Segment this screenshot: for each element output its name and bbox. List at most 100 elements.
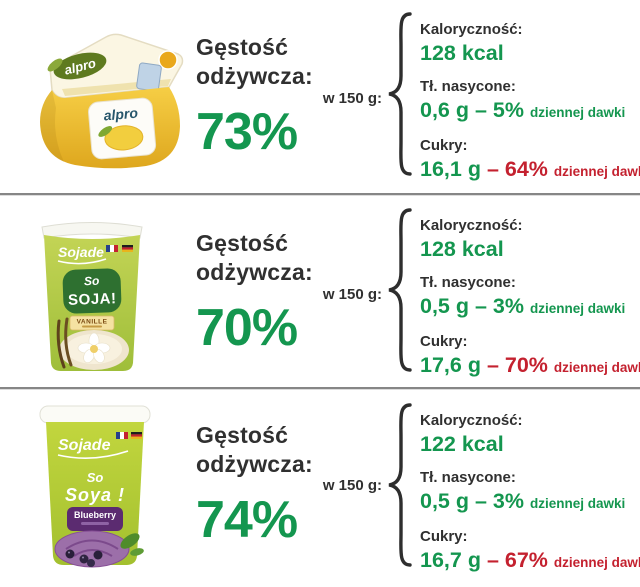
cup-lid [41,222,143,239]
leaf-icon [47,58,63,72]
so-text: So [87,470,104,485]
vanilla-bowl [56,317,129,370]
sugars-group: Cukry: 16,1 g – 64% dziennej dawki [420,137,640,184]
flag-germany-icon [131,432,142,439]
sojade-vanilla-cup-illustration: Sojade So SOJA! [41,222,143,371]
per-serving-label: w 150 g: [322,286,382,303]
sugars-note: dziennej dawki [553,164,640,179]
per-serving-label: w 150 g: [322,477,382,494]
sugars-label: Cukry: [420,333,468,350]
saturated-fat-value: 0,5 g – 3% [420,489,524,513]
sugars-percent: – 67% [486,548,548,572]
flavor-banner: VANILLE [69,315,115,331]
curly-brace-icon [386,402,412,568]
saturated-fat-value: 0,6 g – 5% [420,98,524,122]
curly-brace-icon [386,207,412,373]
calories-group: Kaloryczność: 122 kcal [420,412,638,457]
sugars-amount: 17,6 g [420,353,481,377]
sojade-blueberry-cup-illustration: Sojade So Soya ! Blueberry [39,405,151,568]
product-row-sojade-vanilla: Sojade So SOJA! [0,196,640,392]
density-label: Gęstość odżywcza: [196,34,313,89]
density-label: Gęstość odżywcza: [196,422,313,477]
product-image-alpro-vanilla: alpro alpro [18,24,196,177]
calories-label: Kaloryczność: [420,217,523,234]
saturated-fat-value: 0,5 g – 3% [420,294,524,318]
calories-group: Kaloryczność: 128 kcal [420,21,638,66]
vanilla-pods-icon [56,317,73,369]
product-row-alpro: alpro alpro Gęstość odżywcza: 73% w 150 … [0,0,640,196]
saturated-fat-group: Tł. nasycone: 0,6 g – 5% dziennej dawki [420,78,638,125]
product-row-sojade-blueberry: Sojade So Soya ! Blueberry [0,391,640,587]
sugars-group: Cukry: 16,7 g – 67% dziennej dawki [420,528,640,575]
saturated-fat-note: dziennej dawki [529,105,626,120]
blueberry-badge: Blueberry [67,507,123,531]
sugars-group: Cukry: 17,6 g – 70% dziennej dawki [420,333,640,380]
sugars-amount: 16,1 g [420,157,481,181]
calories-label: Kaloryczność: [420,412,523,429]
blueberry-icon [65,549,103,567]
blueberry-yogurt-bowl [54,530,144,568]
sugars-amount: 16,7 g [420,548,481,572]
curly-brace-icon [386,11,412,177]
sugars-percent: – 64% [486,157,548,181]
calories-value: 128 kcal [420,41,504,65]
flag-icons [106,245,133,252]
nutrition-panel: Kaloryczność: 122 kcal Tł. nasycone: 0,5… [420,412,640,575]
lid-print-decor [136,62,162,92]
saturated-fat-group: Tł. nasycone: 0,5 g – 3% dziennej dawki [420,469,638,516]
density-block: Gęstość odżywcza: 73% [196,33,348,162]
alpro-cup-illustration: alpro alpro [40,33,184,169]
flag-icons [116,432,142,439]
density-value: 73% [196,103,298,161]
row-divider [0,387,640,390]
saturated-fat-group: Tł. nasycone: 0,5 g – 3% dziennej dawki [420,274,638,321]
badge-line1-text: So [84,274,100,289]
saturated-fat-label: Tł. nasycone: [420,78,516,95]
flag-france-icon [116,432,128,439]
saturated-fat-label: Tł. nasycone: [420,274,516,291]
density-value: 70% [196,299,298,357]
sugars-note: dziennej dawki [553,360,640,375]
sugars-note: dziennej dawki [553,555,640,570]
soya-text: Soya ! [65,485,125,505]
alpro-lid-logo: alpro [47,52,107,80]
sugars-label: Cukry: [420,528,468,545]
calories-label: Kaloryczność: [420,21,523,38]
flag-germany-icon [122,245,133,252]
leaf-icon [98,126,113,137]
lid-sticker-icon [158,50,178,70]
nutrition-panel: Kaloryczność: 128 kcal Tł. nasycone: 0,5… [420,217,640,380]
row-divider [0,193,640,196]
foil-lid [49,33,184,99]
alpro-lid-brand-text: alpro [63,55,98,77]
per-serving-label: w 150 g: [322,90,382,107]
product-image-sojade-vanilla: Sojade So SOJA! [36,217,148,378]
product-image-sojade-blueberry: Sojade So Soya ! Blueberry [34,404,156,573]
sojade-logo: Sojade [57,437,129,459]
leaf-icon [120,533,144,556]
sojade-brand-text: Sojade [58,244,104,260]
vanilla-flower-icon [77,332,111,363]
alpro-front-label: alpro [88,97,157,160]
saturated-fat-note: dziennej dawki [529,301,626,316]
calories-value: 122 kcal [420,432,504,456]
saturated-fat-note: dziennej dawki [529,496,626,511]
calories-group: Kaloryczność: 128 kcal [420,217,638,262]
so-soja-badge: So SOJA! [62,268,122,314]
alpro-label-brand-text: alpro [103,105,139,124]
flag-france-icon [106,245,118,252]
sugars-percent: – 70% [486,353,548,377]
nutrition-panel: Kaloryczność: 128 kcal Tł. nasycone: 0,6… [420,21,640,184]
cup-lid [39,405,151,424]
vanilla-custard-icon [104,125,144,151]
badge-line2-text: SOJA! [68,290,117,309]
flavor-text: VANILLE [77,319,108,326]
density-label: Gęstość odżywcza: [196,230,313,285]
calories-value: 128 kcal [420,237,504,261]
density-block: Gęstość odżywcza: 70% [196,229,348,358]
density-value: 74% [196,491,298,549]
flavor-text: Blueberry [74,510,116,520]
saturated-fat-label: Tł. nasycone: [420,469,516,486]
sugars-label: Cukry: [420,137,468,154]
